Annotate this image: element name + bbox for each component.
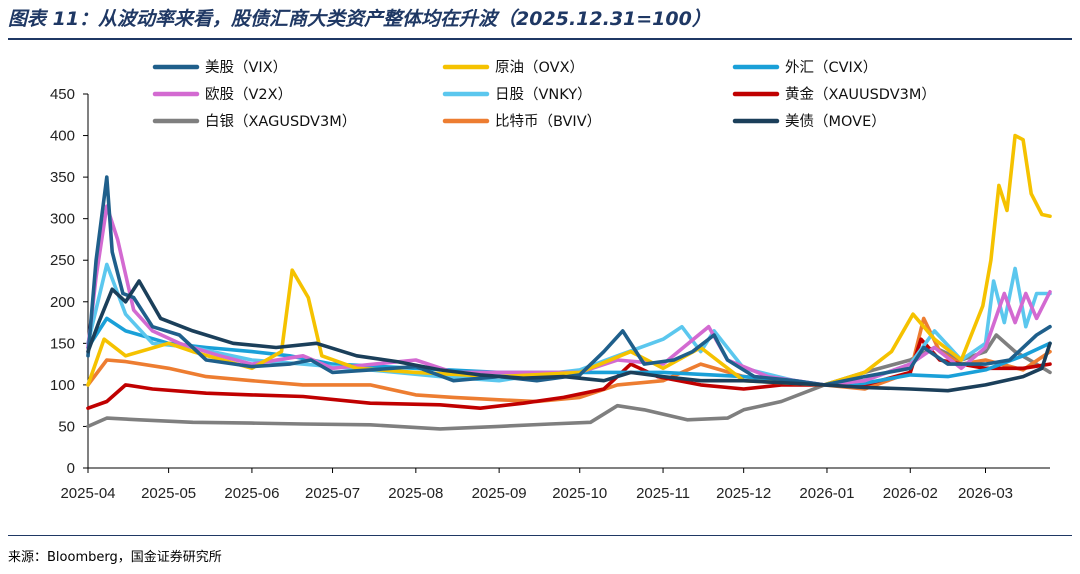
legend-label: 美债（MOVE）	[785, 113, 886, 130]
source-divider	[8, 535, 1072, 536]
legend-label: 比特币（BVIV）	[495, 113, 601, 130]
x-tick-label: 2025-12	[716, 485, 771, 502]
y-tick-label: 200	[50, 294, 75, 311]
legend-label: 美股（VIX）	[205, 59, 287, 76]
x-tick-label: 2025-05	[141, 485, 196, 502]
series-line-1	[86, 175, 1052, 387]
y-tick-label: 300	[50, 211, 75, 228]
source-note: 来源：Bloomberg，国金证券研究所	[8, 550, 222, 565]
x-tick-label: 2025-06	[224, 485, 279, 502]
x-tick-label: 2026-02	[883, 485, 938, 502]
y-tick-label: 0	[67, 460, 75, 477]
x-tick-label: 2025-08	[388, 485, 443, 502]
series-line-5	[86, 262, 1052, 387]
x-tick-label: 2025-07	[305, 485, 360, 502]
y-tick-label: 400	[50, 128, 75, 145]
x-tick-label: 2025-10	[552, 485, 607, 502]
y-axis: 0 50 100 150 200 250 300 350 400 450	[50, 86, 89, 477]
title-divider	[8, 38, 1072, 40]
legend-label: 外汇（CVIX）	[785, 59, 877, 76]
x-tick-label: 2026-03	[958, 485, 1013, 502]
chart-title: 图表 11：从波动率来看，股债汇商大类资产整体均在升波（2025.12.31=1…	[8, 8, 711, 30]
legend-label: 白银（XAGUSDV3M）	[205, 113, 356, 130]
y-tick-label: 450	[50, 86, 75, 103]
y-tick-label: 100	[50, 377, 75, 394]
x-tick-label: 2025-04	[60, 485, 115, 502]
x-tick-label: 2025-11	[636, 485, 690, 502]
plot-area	[86, 133, 1052, 431]
chart-svg: 美股（VIX） 原油（OVX） 外汇（CVIX） 欧股（V2X） 日股（VNKY） 黄金（…	[50, 59, 1052, 502]
y-tick-label: 250	[50, 252, 75, 269]
series-line-9	[86, 279, 1052, 393]
series-line-2	[86, 133, 1052, 387]
legend: 美股（VIX） 原油（OVX） 外汇（CVIX） 欧股（V2X） 日股（VNKY） 黄金（…	[152, 59, 936, 130]
y-tick-label: 50	[58, 418, 75, 435]
y-tick-label: 350	[50, 169, 75, 186]
legend-label: 日股（VNKY）	[495, 86, 592, 103]
y-tick-label: 150	[50, 335, 75, 352]
legend-label: 黄金（XAUUSDV3M）	[785, 86, 936, 103]
x-axis: 2025-04 2025-05 2025-06 2025-07 2025-08 2025-…	[60, 467, 1050, 502]
x-tick-label: 2025-09	[472, 485, 527, 502]
legend-label: 欧股（V2X）	[205, 86, 292, 103]
series-line-4	[86, 204, 1052, 387]
legend-label: 原油（OVX）	[495, 59, 584, 76]
x-tick-label: 2026-01	[799, 485, 854, 502]
